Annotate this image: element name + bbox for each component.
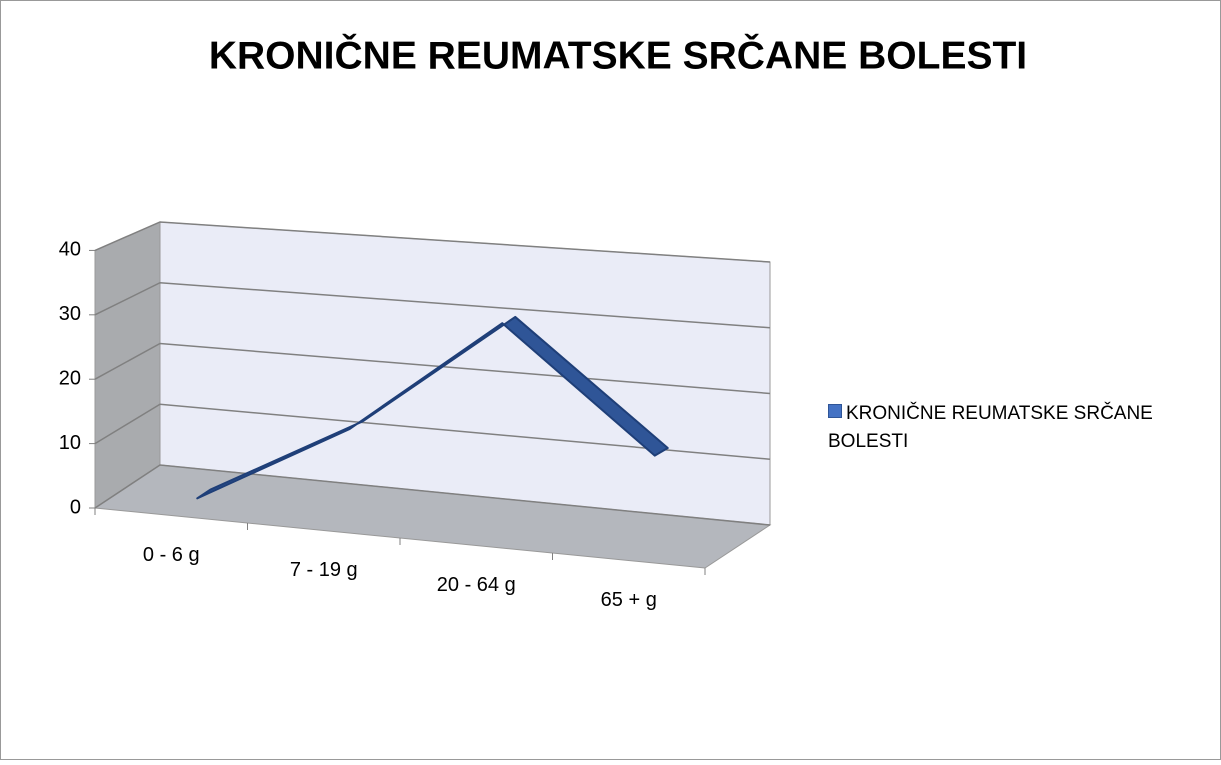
y-tick-label: 0 — [70, 496, 81, 518]
grid-line — [94, 221, 771, 263]
line-ribbon — [196, 315, 669, 500]
grid-line — [94, 464, 771, 526]
side-wall — [94, 221, 161, 509]
y-tick-label: 10 — [59, 432, 81, 454]
legend-label: KRONIČNE REUMATSKE SRČANE BOLESTI — [828, 403, 1153, 452]
grid-line — [94, 403, 771, 460]
legend-swatch — [828, 404, 842, 418]
plot-area: 0 10 20 30 40 0 - 6 g 7 - 19 g 20 - 64 g 65 + g — [59, 221, 772, 611]
x-tick-label: 20 - 64 g — [437, 574, 516, 596]
legend: KRONIČNE REUMATSKE SRČANE BOLESTI — [828, 400, 1198, 456]
x-tick-label: 65 + g — [601, 589, 657, 611]
y-tick-label: 40 — [59, 239, 81, 261]
y-tick-label: 30 — [59, 303, 81, 325]
x-tick-label: 7 - 19 g — [290, 559, 358, 581]
x-tick-label: 0 - 6 g — [143, 544, 200, 566]
y-tick-label: 20 — [59, 367, 81, 389]
grid-line — [94, 281, 771, 329]
chart-title: KRONIČNE REUMATSKE SRČANE BOLESTI — [209, 32, 1027, 77]
